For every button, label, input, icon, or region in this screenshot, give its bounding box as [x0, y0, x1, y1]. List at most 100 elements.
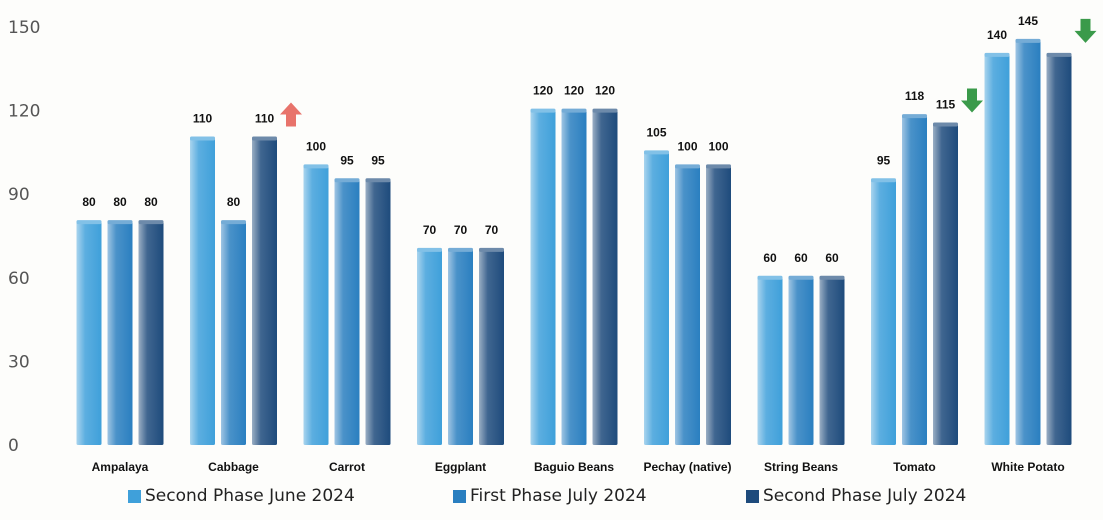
bar-cap-7-0 — [871, 178, 896, 183]
data-label-5-0: 105 — [646, 125, 666, 139]
arrow-down-icon-2 — [1074, 18, 1097, 43]
bar-cap-5-1 — [675, 164, 700, 169]
data-label-0-1: 80 — [113, 195, 127, 209]
bar-cap-4-1 — [561, 108, 587, 113]
y-tick-label-3: 90 — [8, 185, 30, 205]
data-label-2-2: 95 — [371, 153, 385, 167]
data-label-3-0: 70 — [423, 223, 437, 237]
data-label-1-0: 110 — [193, 111, 213, 125]
bar-cap-3-1 — [448, 247, 473, 252]
bar-2-2 — [365, 180, 391, 445]
y-tick-label-0: 0 — [8, 436, 19, 456]
data-label-4-0: 120 — [533, 84, 553, 98]
x-tick-label-1: Cabbage — [208, 460, 259, 474]
x-tick-label-3: Eggplant — [435, 460, 486, 474]
data-label-1-2: 110 — [255, 111, 275, 125]
bar-cap-2-2 — [365, 178, 391, 183]
bar-6-2 — [819, 277, 845, 445]
data-label-5-2: 100 — [708, 139, 728, 153]
data-label-0-0: 80 — [82, 195, 96, 209]
bar-3-1 — [448, 249, 473, 445]
bar-7-2 — [933, 124, 958, 446]
legend-swatch-2 — [746, 489, 759, 503]
bar-cap-8-0 — [984, 52, 1010, 57]
bar-cap-6-2 — [819, 275, 845, 280]
bar-1-0 — [190, 138, 215, 445]
bar-1-1 — [221, 222, 246, 445]
data-label-5-1: 100 — [677, 139, 697, 153]
data-label-0-2: 80 — [144, 195, 158, 209]
bar-8-2 — [1046, 54, 1072, 445]
x-tick-label-8: White Potato — [991, 460, 1064, 474]
bar-cap-2-1 — [334, 178, 360, 183]
x-tick-label-7: Tomato — [893, 460, 935, 474]
data-label-3-1: 70 — [454, 223, 468, 237]
bar-5-2 — [706, 166, 731, 446]
legend-item-1: First Phase July 2024 — [453, 486, 647, 506]
data-label-7-1: 118 — [905, 89, 925, 103]
chart-canvas: 0 30 60 90 120 150 80 80 80 Ampalaya 110 80 110 Cabba… — [8, 14, 1097, 474]
bar-cap-1-2 — [252, 136, 277, 141]
x-tick-label-4: Baguio Beans — [534, 460, 614, 474]
data-label-4-1: 120 — [564, 84, 584, 98]
data-label-8-1: 145 — [1018, 14, 1038, 28]
data-label-3-2: 70 — [485, 223, 499, 237]
bar-1-2 — [252, 138, 277, 445]
bar-cap-5-0 — [644, 150, 669, 155]
bar-cap-5-2 — [706, 164, 731, 169]
bar-7-0 — [871, 180, 896, 445]
bar-2-0 — [303, 166, 329, 446]
data-label-4-2: 120 — [595, 84, 615, 98]
bar-cap-6-1 — [788, 275, 814, 280]
legend-swatch-0 — [128, 489, 141, 503]
y-tick-label-5: 150 — [8, 18, 40, 38]
x-tick-label-5: Pechay (native) — [643, 460, 731, 474]
bar-cap-4-2 — [592, 108, 618, 113]
bar-5-1 — [675, 166, 700, 446]
bar-7-1 — [902, 116, 927, 445]
x-tick-label-2: Carrot — [329, 460, 365, 474]
legend: Second Phase June 2024 First Phase July … — [0, 486, 1103, 516]
bar-2-1 — [334, 180, 360, 445]
bar-cap-1-0 — [190, 136, 215, 141]
bar-cap-3-0 — [417, 247, 442, 252]
legend-swatch-1 — [453, 489, 466, 503]
data-label-6-1: 60 — [794, 251, 808, 265]
data-label-8-0: 140 — [987, 28, 1007, 42]
bar-cap-8-1 — [1015, 38, 1041, 43]
bar-cap-3-2 — [479, 247, 504, 252]
bar-3-0 — [417, 249, 442, 445]
bar-cap-8-2 — [1046, 52, 1072, 57]
bar-4-2 — [592, 110, 618, 445]
legend-item-0: Second Phase June 2024 — [128, 486, 355, 506]
bar-4-0 — [530, 110, 556, 445]
bar-0-1 — [107, 222, 133, 445]
arrow-down-icon-1 — [961, 88, 983, 113]
bar-cap-7-1 — [902, 114, 927, 119]
bar-0-2 — [138, 222, 164, 445]
data-label-1-1: 80 — [227, 195, 241, 209]
y-tick-label-4: 120 — [8, 102, 40, 122]
legend-item-2: Second Phase July 2024 — [746, 486, 966, 506]
bar-6-0 — [757, 277, 783, 445]
bar-3-2 — [479, 249, 504, 445]
y-tick-label-1: 30 — [8, 352, 30, 372]
legend-label-2: Second Phase July 2024 — [763, 486, 967, 506]
bar-cap-0-2 — [138, 220, 164, 225]
bar-cap-7-2 — [933, 122, 958, 127]
data-label-7-2: 115 — [936, 98, 956, 112]
bar-cap-0-0 — [76, 220, 102, 225]
data-label-6-2: 60 — [825, 251, 839, 265]
bar-cap-6-0 — [757, 275, 783, 280]
bar-8-0 — [984, 54, 1010, 445]
x-tick-label-6: String Beans — [764, 460, 838, 474]
arrow-up-icon-0 — [280, 102, 302, 127]
bar-cap-4-0 — [530, 108, 556, 113]
bar-8-1 — [1015, 40, 1041, 445]
bar-cap-0-1 — [107, 220, 133, 225]
bar-6-1 — [788, 277, 814, 445]
legend-label-1: First Phase July 2024 — [470, 486, 647, 506]
bar-4-1 — [561, 110, 587, 445]
bar-5-0 — [644, 152, 669, 445]
